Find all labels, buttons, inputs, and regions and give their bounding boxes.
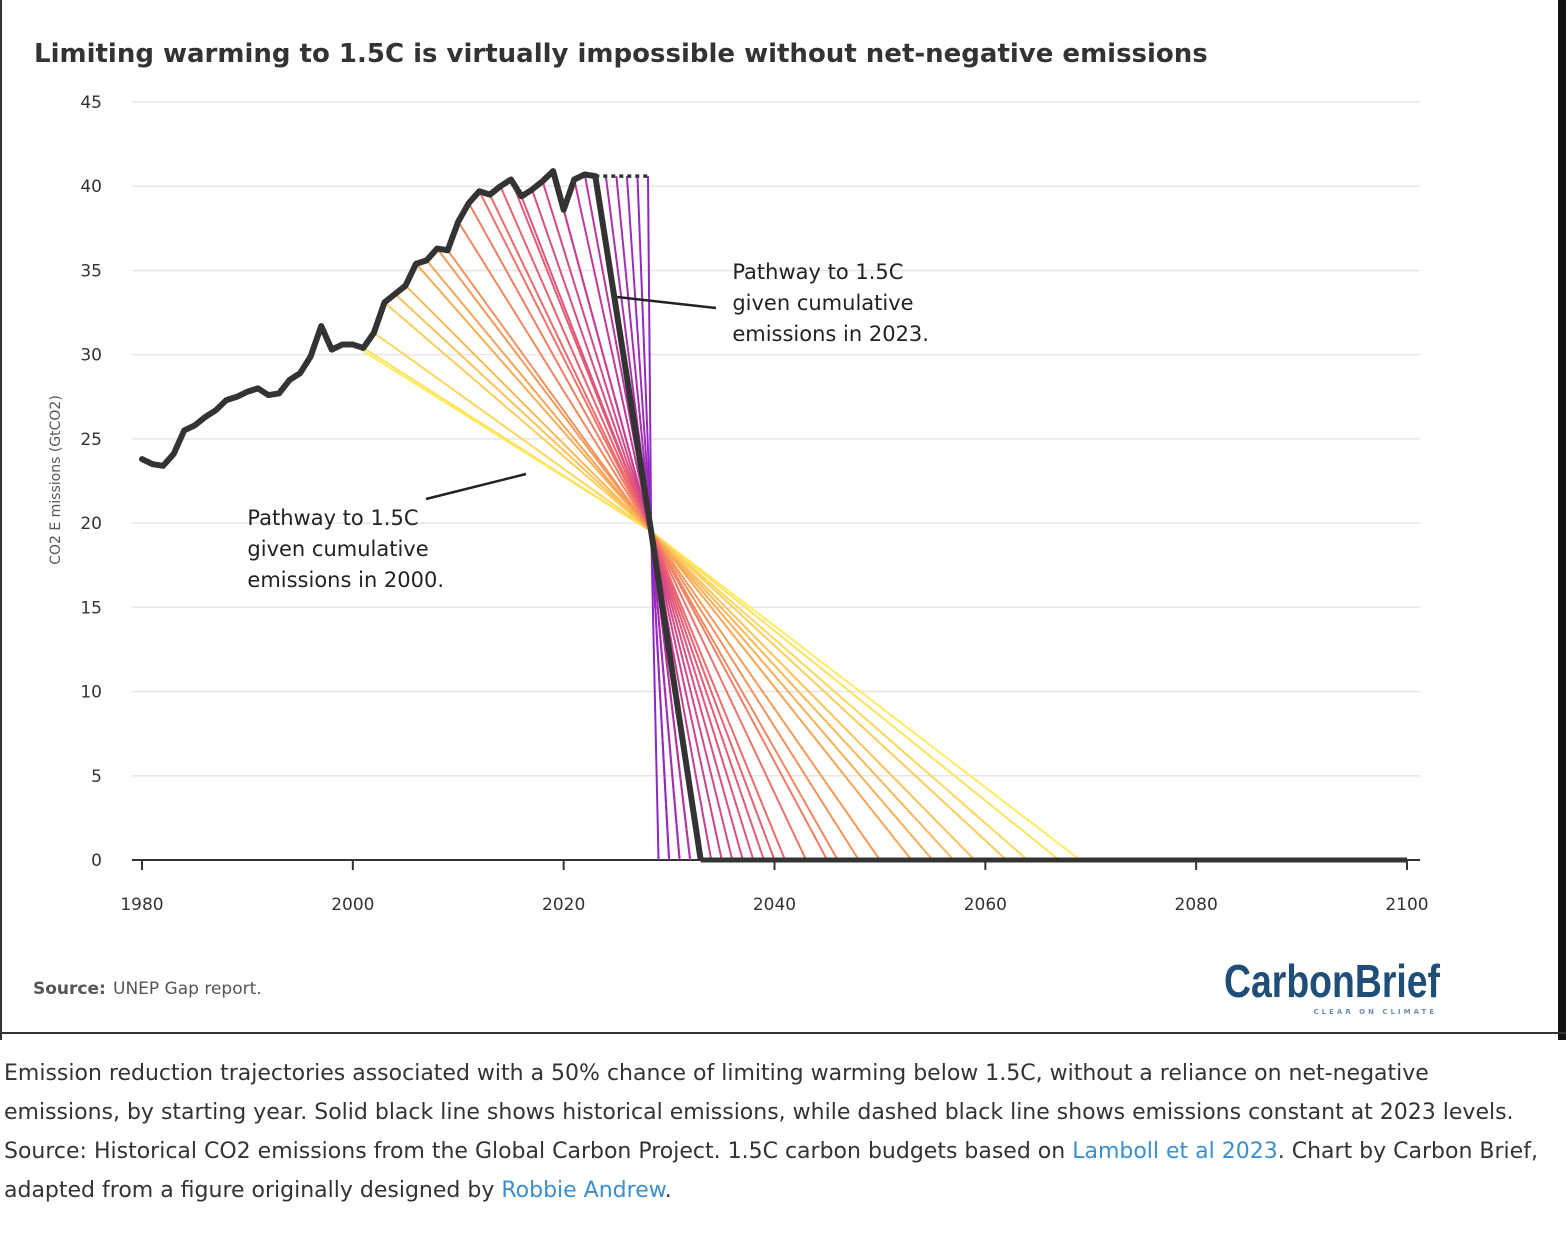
logo-wordmark: CarbonBrief [1224,955,1441,1007]
frame-left-border [0,0,2,1040]
annotation-1-leader [616,295,717,310]
y-tick-label: 0 [91,851,102,871]
y-axis-ticks: 0 5 10 15 20 25 30 35 40 45 [80,93,102,871]
figure-caption: Emission reduction trajectories associat… [4,1054,1549,1210]
annotation-line: Pathway to 1.5C [732,260,903,284]
y-tick-label: 25 [80,430,102,450]
historical-series [139,168,1407,863]
annotation-1: Pathway to 1.5C given cumulative emissions… [732,260,929,346]
pathway-lines [352,170,1081,861]
x-tick-label: 1980 [120,895,163,915]
x-tick-label: 2000 [331,895,374,915]
historical-emissions-line [139,168,599,469]
annotation-2-leader [425,472,527,501]
annotation-2: Pathway to 1.5C given cumulative emissions… [247,506,444,592]
pathway-line-2010 [457,221,839,861]
y-tick-label: 20 [80,514,102,534]
pathway-line-2020 [562,209,713,861]
x-tick-label: 2020 [542,895,585,915]
caption-text-2: . Chart by Carbon Brief, adapted from a … [4,1139,1538,1203]
y-tick-label: 40 [80,177,102,197]
y-axis-label: CO2 E missions (GtCO2) [48,395,64,565]
y-tick-label: 15 [80,598,102,618]
pathway-line-2002 [373,331,1029,861]
y-tick-label: 10 [80,683,102,703]
y-tick-label: 35 [80,261,102,281]
y-tick-label: 5 [91,767,102,787]
annotation-line: given cumulative [732,291,913,315]
annotation-line: emissions in 2000. [247,568,444,592]
source-text: UNEP Gap report. [113,979,262,999]
frame-bottom-border [0,1032,1566,1034]
x-axis-ticks: 1980 2000 2020 2040 2060 2080 2100 [120,859,1429,915]
chart-title: Limiting warming to 1.5C is virtually im… [34,39,1208,69]
y-tick-label: 45 [80,93,102,113]
annotation-line: emissions in 2023. [732,322,929,346]
y-tick-label: 30 [80,346,102,366]
caption-text-1: Emission reduction trajectories associat… [4,1061,1514,1164]
lamboll-link[interactable]: Lamboll et al 2023 [1072,1139,1278,1164]
pathway-line-2017 [531,189,744,861]
emissions-chart: Limiting warming to 1.5C is virtually im… [33,39,1441,1016]
caption-text-3: . [664,1178,672,1203]
x-tick-label: 2100 [1385,895,1428,915]
robbie-andrew-link[interactable]: Robbie Andrew [501,1178,665,1203]
x-tick-label: 2040 [753,895,796,915]
grid-lines [132,101,1420,777]
pathway-line-2001 [362,347,1060,861]
pathway-2023-highlight-line [592,175,704,861]
source-label: Source: [33,979,106,999]
logo-tagline: CLEAR ON CLIMATE [1314,1008,1437,1016]
annotation-line: given cumulative [247,537,428,561]
frame-right-border [1558,0,1566,1040]
annotations: Pathway to 1.5C given cumulative emissions… [247,260,929,592]
annotation-line: Pathway to 1.5C [247,506,418,530]
x-tick-label: 2060 [964,895,1007,915]
carbonbrief-logo[interactable]: CarbonBrief CLEAR ON CLIMATE [1224,955,1441,1016]
x-tick-label: 2080 [1175,895,1218,915]
